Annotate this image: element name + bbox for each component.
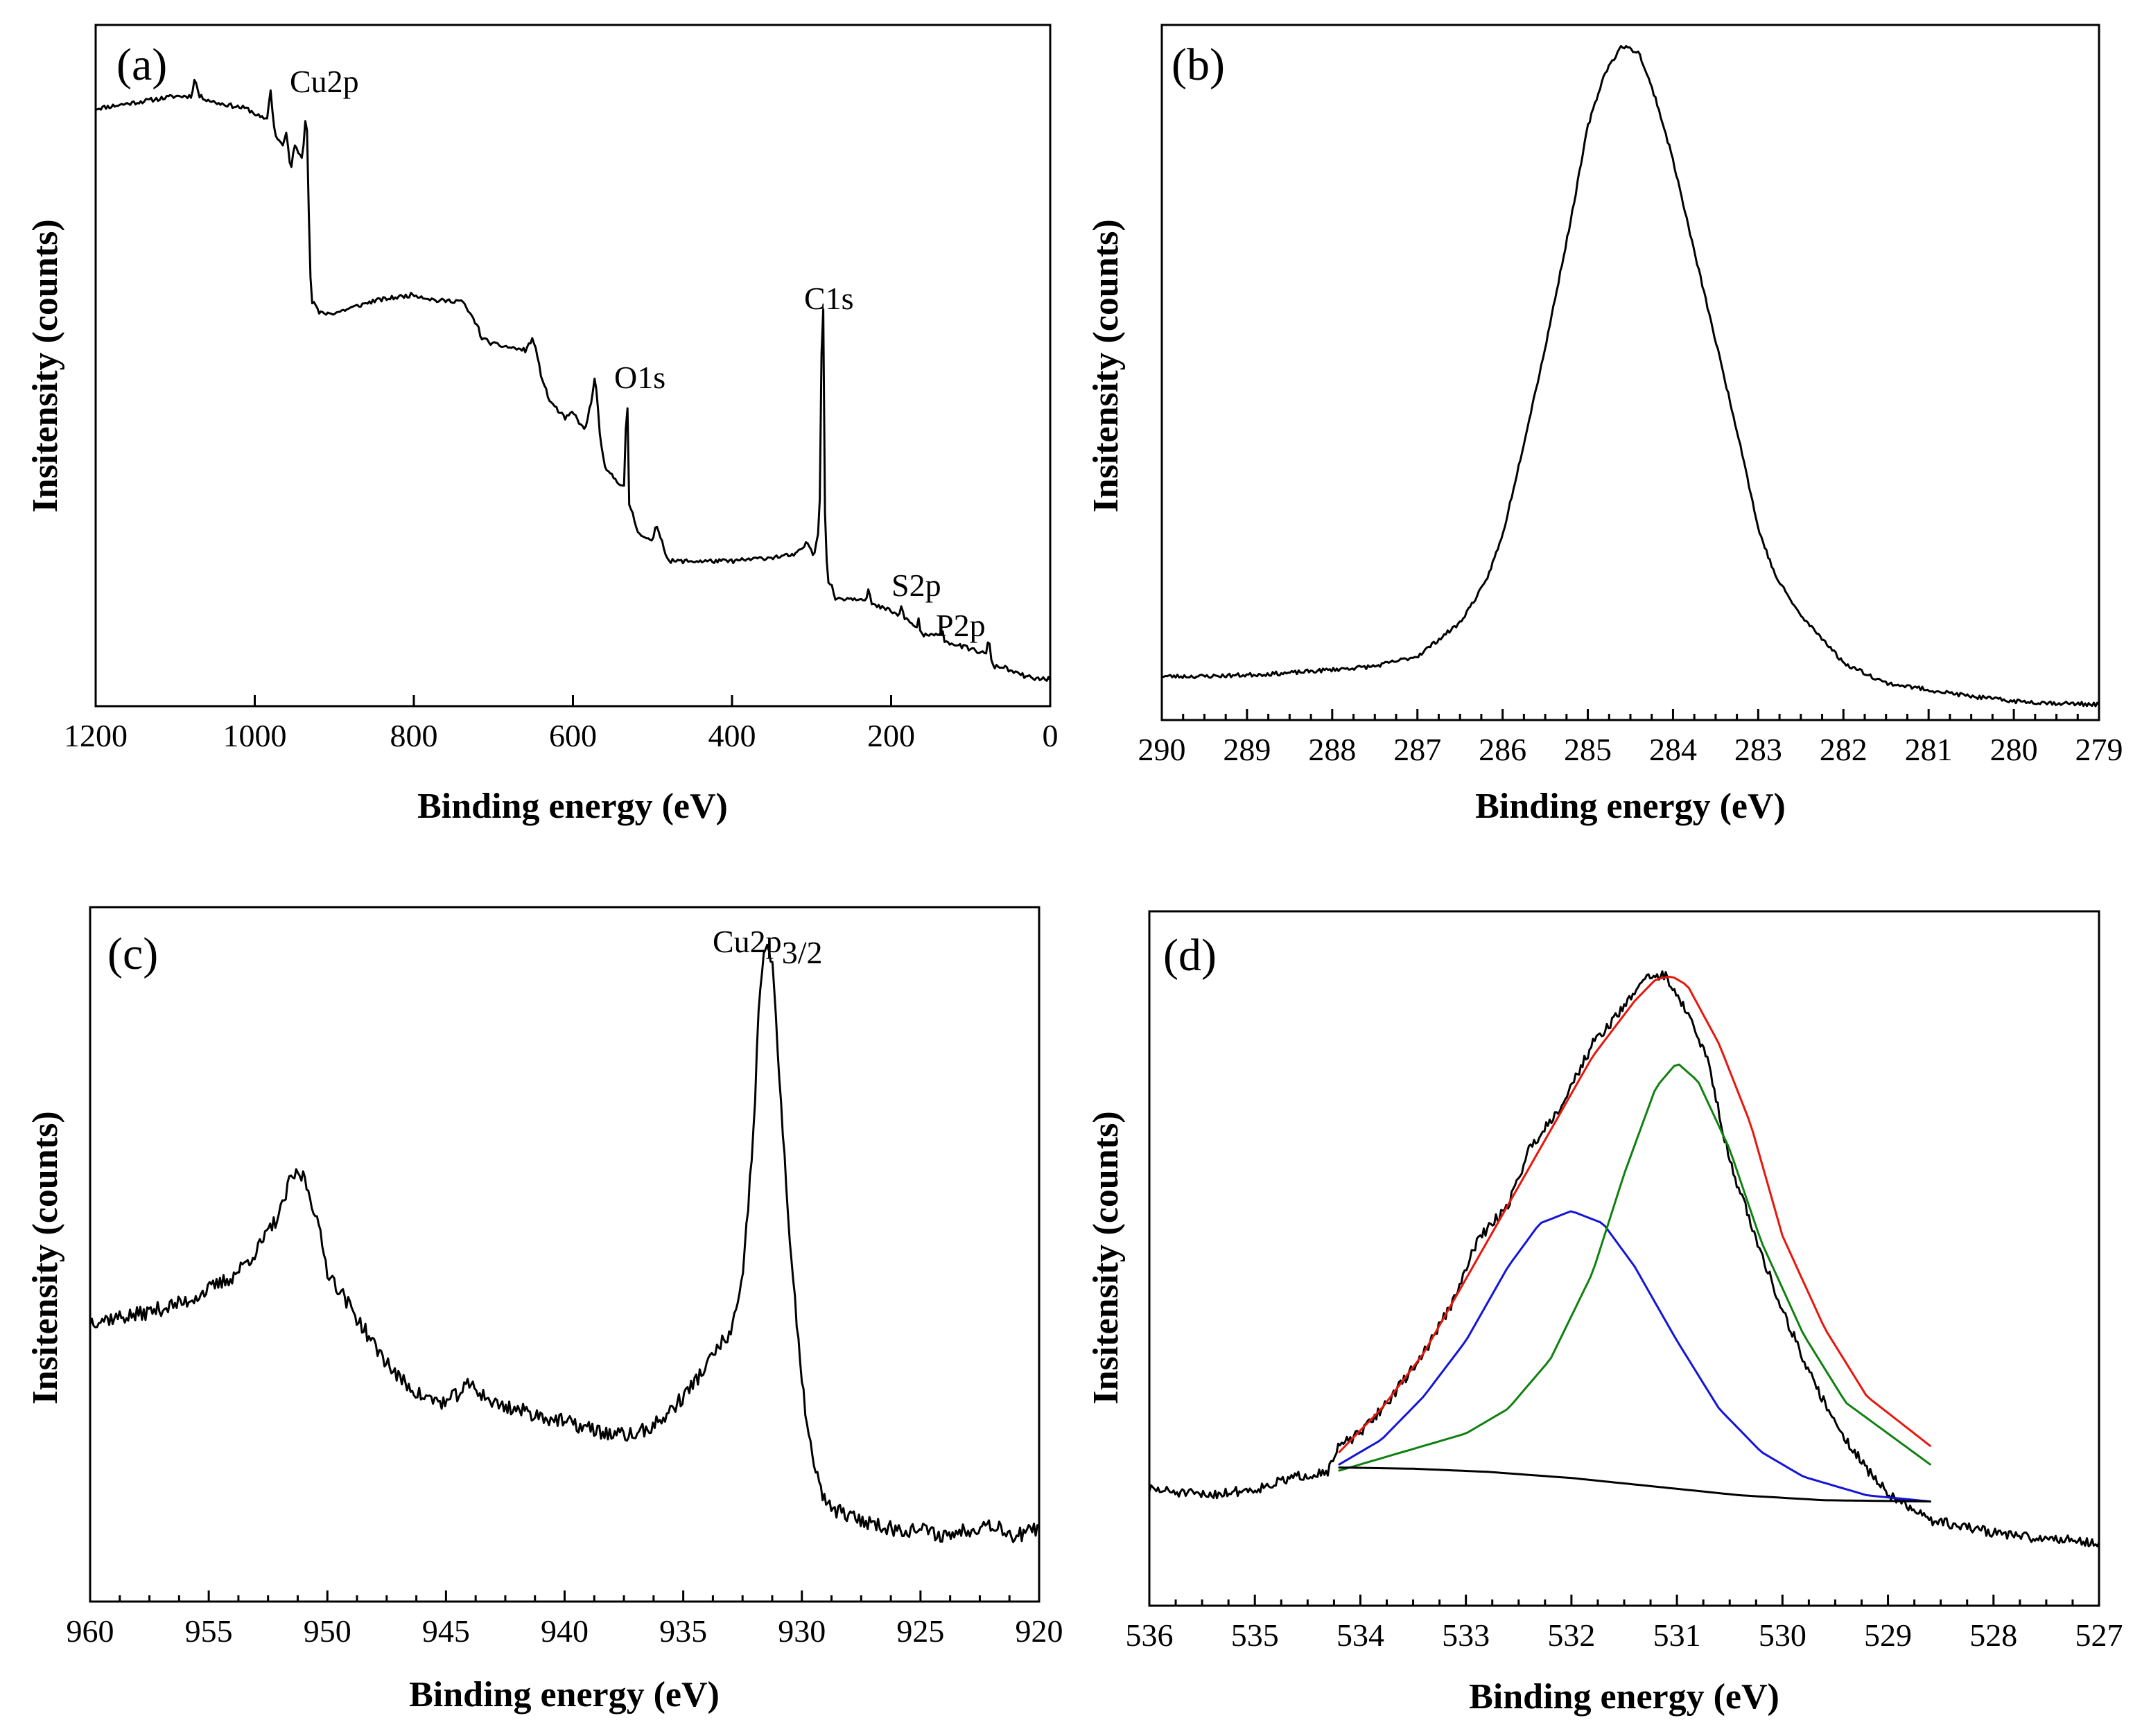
x-tick-label: 286	[1479, 732, 1526, 767]
x-tick-label: 279	[2075, 732, 2123, 767]
x-tick-label: 945	[422, 1613, 470, 1649]
peak-label-c1s: C1s	[804, 281, 854, 316]
x-tick-label: 289	[1223, 732, 1271, 767]
x-tick-label: 290	[1138, 732, 1186, 767]
x-ticks: 290 289 288 287 286 285 284 283 282 281 280 279	[1138, 709, 2123, 767]
peak-label-o1s: O1s	[614, 360, 665, 395]
x-tick-label: 536	[1126, 1617, 1174, 1653]
y-axis-label: Insitensity (counts)	[1086, 1111, 1126, 1404]
panel-label: (d)	[1163, 930, 1217, 981]
x-tick-label: 955	[185, 1613, 233, 1649]
x-tick-label: 285	[1564, 732, 1612, 767]
peak-label-cu2p: Cu2p	[290, 64, 359, 99]
y-axis-label: Insitensity (counts)	[1086, 219, 1126, 512]
x-tick-label: 400	[708, 718, 756, 753]
x-tick-label: 281	[1905, 732, 1953, 767]
peak-label-cu2p32: Cu2p3/2	[713, 924, 822, 970]
x-tick-label: 534	[1336, 1617, 1384, 1653]
panel-a-survey: 1200 1000 800 600 400 200 0 (a) Binding energy…	[26, 24, 1059, 826]
x-tick-label: 527	[2075, 1617, 2123, 1653]
panel-label: (a)	[116, 40, 167, 90]
series-line	[1338, 975, 1931, 1453]
y-axis-label: Insitensity (counts)	[26, 219, 65, 512]
peak-label-text: Cu2p	[713, 924, 782, 959]
x-tick-label: 533	[1442, 1617, 1490, 1653]
x-tick-label: 528	[1969, 1617, 2017, 1653]
x-tick-label: 200	[867, 718, 915, 753]
x-tick-label: 920	[1016, 1613, 1063, 1649]
series-line	[1338, 1210, 1931, 1503]
series-line	[1148, 970, 2100, 1548]
x-tick-label: 930	[778, 1613, 826, 1649]
x-tick-label: 925	[896, 1613, 944, 1649]
x-tick-label: 535	[1231, 1617, 1279, 1653]
x-tick-label: 288	[1308, 732, 1356, 767]
x-tick-label: 960	[67, 1613, 114, 1649]
x-axis-label: Binding energy (eV)	[417, 787, 728, 826]
plot-frame	[1160, 24, 2100, 721]
x-tick-label: 282	[1820, 732, 1867, 767]
peak-label-s2p: S2p	[891, 568, 941, 603]
x-tick-label: 935	[659, 1613, 707, 1649]
x-tick-label: 1000	[223, 718, 287, 753]
series-line	[1338, 1466, 1931, 1503]
panel-c-cu2p: 960 955 950 945 940 935 930 925 920 (c) Binding …	[26, 906, 1063, 1715]
x-tick-label: 532	[1547, 1617, 1595, 1653]
peak-label-p2p: P2p	[936, 608, 986, 643]
x-tick-label: 600	[549, 718, 597, 753]
panel-d-o1s: 536 535 534 533 532 531 530 529 528 527 (d) Bindi…	[1086, 910, 2123, 1717]
plot-frame	[94, 24, 1052, 708]
series-layer	[1160, 44, 2100, 708]
x-tick-label: 0	[1043, 718, 1059, 753]
x-tick-label: 940	[541, 1613, 589, 1649]
y-axis-label: Insitensity (counts)	[26, 1111, 65, 1404]
x-tick-label: 280	[1990, 732, 2038, 767]
x-axis-label: Binding energy (eV)	[1475, 787, 1786, 826]
panel-label: (c)	[107, 929, 158, 979]
x-tick-label: 284	[1649, 732, 1697, 767]
x-ticks: 536 535 534 533 532 531 530 529 528 527	[1126, 1595, 2123, 1653]
plot-frame	[89, 906, 1040, 1603]
series-layer	[94, 78, 1052, 682]
series-line	[94, 78, 1052, 682]
x-tick-label: 283	[1734, 732, 1782, 767]
panel-label: (b)	[1172, 40, 1225, 90]
x-tick-label: 530	[1759, 1617, 1806, 1653]
series-line	[1338, 1063, 1931, 1472]
x-tick-label: 287	[1393, 732, 1441, 767]
series-layer	[1148, 970, 2100, 1548]
x-ticks: 1200 1000 800 600 400 200 0	[64, 695, 1059, 753]
x-tick-label: 800	[390, 718, 438, 753]
x-tick-label: 950	[304, 1613, 351, 1649]
x-ticks: 960 955 950 945 940 935 930 925 920	[67, 1590, 1063, 1649]
x-tick-label: 1200	[64, 718, 128, 753]
x-tick-label: 531	[1653, 1617, 1701, 1653]
series-layer	[89, 943, 1040, 1543]
series-line	[1160, 44, 2100, 708]
panel-b-c1s: 290 289 288 287 286 285 284 283 282 281 280 279 (b)…	[1086, 24, 2123, 826]
series-line	[89, 943, 1040, 1543]
x-axis-label: Binding energy (eV)	[1469, 1677, 1779, 1717]
x-axis-label: Binding energy (eV)	[409, 1675, 720, 1715]
peak-label-subscript: 3/2	[782, 935, 823, 970]
x-tick-label: 529	[1864, 1617, 1912, 1653]
